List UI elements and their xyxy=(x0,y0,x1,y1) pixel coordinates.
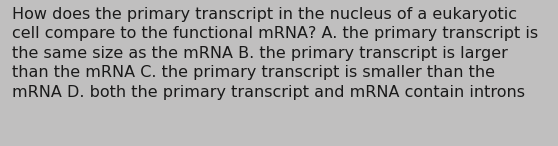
Text: How does the primary transcript in the nucleus of a eukaryotic
cell compare to t: How does the primary transcript in the n… xyxy=(12,7,538,100)
